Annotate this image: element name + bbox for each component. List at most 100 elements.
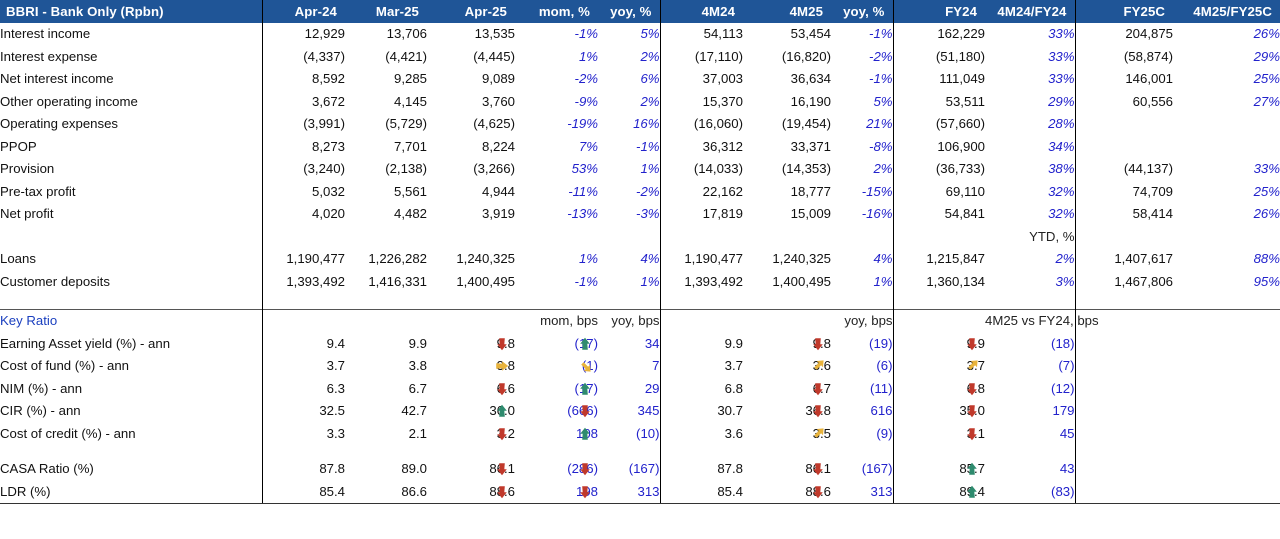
cell-apr25: 6.6 [427, 378, 515, 401]
cell-fy25c [1074, 377, 1173, 400]
cell-fy25c [1074, 480, 1173, 504]
arrow-down-red [811, 404, 825, 418]
cell-yoy-pct-2: 21% [866, 116, 893, 131]
cell-4m25-fy25c: 29% [1253, 48, 1280, 64]
cell-mom-pct: 1% [578, 251, 598, 266]
cell-yoy-pct-2: 4% [873, 251, 893, 266]
cell-4m24: 87.8 [659, 458, 743, 481]
cell-fy24: 162,229 [892, 23, 985, 46]
cell-apr25: 8,224 [481, 138, 515, 154]
mom-bps-label: mom, bps [515, 309, 598, 333]
header-title: BBRI - Bank Only (Rpbn) [0, 0, 262, 23]
cell-4m25: 16,190 [790, 93, 831, 109]
cell-apr24: 3,672 [261, 90, 345, 113]
row-label-cir-ann: CIR (%) - ann [0, 403, 81, 418]
arrow-up-green [578, 337, 592, 351]
cell-4m24: 17,819 [659, 203, 743, 226]
cell-4m24: 36,312 [659, 135, 743, 158]
cell-4m24: 3.7 [659, 355, 743, 378]
cell-fy25c: (44,137) [1074, 158, 1173, 181]
header-4m25-fy25c: 4M25/FY25C [1173, 0, 1280, 23]
cell-4m25-fy25c [1173, 480, 1280, 504]
cell-yoy-pct: 5% [640, 26, 660, 41]
cell-4m25-fy25c [1173, 333, 1280, 356]
header-4m24-fy24: 4M24/FY24 [985, 0, 1075, 23]
cell-mar25: 89.0 [401, 461, 427, 476]
cell-yoy-bps: 34 [644, 335, 660, 351]
cell-mar25: (5,729) [385, 116, 427, 131]
header-apr25: Apr-25 [427, 0, 515, 23]
row-label-earning-asset-yield-ann: Earning Asset yield (%) - ann [0, 335, 171, 351]
arrow-down-red [578, 462, 592, 476]
cell-4m24-fy24: 33% [1048, 71, 1075, 86]
cell-4m24-fy24: 38% [1048, 161, 1075, 176]
cell-4m25-fy25c: 25% [1253, 71, 1280, 86]
arrow-down-red [965, 404, 979, 418]
cell-mom-bps: 198 [515, 480, 598, 504]
table-row: Operating expenses (3,991) (5,729) (4,625) -… [0, 113, 1280, 136]
cell-mar25: 6.7 [408, 380, 427, 396]
cell-fy24: (36,733) [892, 158, 985, 181]
cell-4m25-fy25c: 26% [1253, 206, 1280, 221]
cell-apr25: 36.0 [427, 400, 515, 423]
cell-fy25c [1074, 458, 1173, 481]
row-label-net-profit: Net profit [0, 206, 54, 221]
cell-yoy-bps: 29 [644, 380, 660, 396]
cell-mom-bps: (666) [515, 400, 598, 423]
cell-yoy-pct: 1% [640, 273, 660, 289]
cell-apr25: 4,944 [481, 183, 515, 199]
header-mar25: Mar-25 [345, 0, 427, 23]
arrow-right-amber [495, 359, 509, 373]
cell-fy25c: 1,407,617 [1074, 248, 1173, 271]
arrow-upright-amber [811, 359, 825, 373]
cell-4m25: (16,820) [781, 48, 831, 64]
arrow-up-green [965, 462, 979, 476]
cell-4m25-vs-fy24-bps: (83) [985, 480, 1075, 504]
cell-yoy-bps-2: (167) [861, 461, 893, 476]
cell-apr24: (4,337) [261, 45, 345, 68]
table-row: Provision (3,240) (2,138) (3,266) 53% 1% (14,0… [0, 158, 1280, 181]
cell-fy24: 6.8 [892, 377, 985, 400]
cell-yoy-pct-2: -15% [861, 183, 893, 199]
cell-yoy-bps: (167) [628, 461, 660, 476]
cell-yoy-pct-2: 1% [873, 273, 893, 289]
table-row: LDR (%)85.486.688.619831385.488.631389.4… [0, 480, 1280, 504]
cell-4m24: 9.9 [659, 332, 743, 355]
cell-fy24: 69,110 [892, 180, 985, 203]
cell-mar25: 9.9 [408, 335, 427, 351]
cell-4m24-fy24: 33% [1048, 48, 1075, 64]
cell-apr25: (3,266) [473, 161, 515, 176]
table-row: Cost of credit (%) - ann 3.3 2.13.2108 (10)… [0, 422, 1280, 446]
row-label-interest-income: Interest income [0, 26, 91, 41]
table-header-row: BBRI - Bank Only (Rpbn) Apr-24 Mar-25 Ap… [0, 0, 1280, 23]
cell-4m24: 54,113 [659, 23, 743, 46]
cell-apr25: 1,240,325 [456, 251, 515, 266]
arrow-down-red [578, 485, 592, 499]
cell-apr25: 3,919 [481, 206, 515, 221]
cell-yoy-bps-2: 313 [831, 480, 893, 504]
cell-apr25: 9.8 [427, 333, 515, 356]
table-row: Other operating income 3,672 4,145 3,760 -9%… [0, 90, 1280, 113]
cell-fy24: 1,360,134 [892, 270, 985, 293]
cell-mom-bps: (1) [515, 355, 598, 378]
section-spacer [0, 293, 1280, 310]
cell-yoy-bps: (10) [636, 425, 660, 441]
cell-4m25: 18,777 [790, 183, 831, 199]
cell-4m25-fy25c [1173, 423, 1280, 446]
table-row: NIM (%) - ann6.36.76.6(17)296.86.7(11)6.… [0, 377, 1280, 401]
row-label-other-operating-income: Other operating income [0, 93, 138, 109]
table-row: Customer deposits 1,393,492 1,416,331 1,400… [0, 270, 1280, 293]
cell-mar25: (4,421) [385, 48, 427, 64]
cell-mar25: 86.6 [345, 480, 427, 504]
cell-4m25: 88.6 [743, 480, 831, 504]
cell-fy24: 54,841 [892, 203, 985, 226]
cell-fy25c: 58,414 [1074, 203, 1173, 226]
cell-mom-pct: -13% [567, 206, 598, 221]
cell-4m24-fy24: 32% [1048, 183, 1075, 199]
cell-yoy-bps: 313 [598, 480, 660, 504]
cell-mar25: 5,561 [393, 183, 427, 199]
row-label-cost-of-fund-ann: Cost of fund (%) - ann [0, 358, 130, 373]
cell-4m25: 36,634 [790, 71, 831, 86]
cell-fy25c [1074, 113, 1173, 136]
cell-mom-pct: -2% [574, 71, 598, 86]
